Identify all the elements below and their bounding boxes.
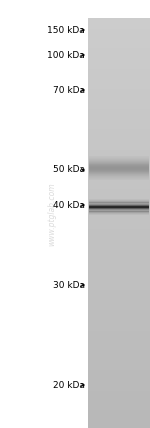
Text: 30 kDa: 30 kDa [53,280,85,289]
Text: 100 kDa: 100 kDa [47,51,85,59]
Text: 40 kDa: 40 kDa [53,200,85,209]
Text: 150 kDa: 150 kDa [47,26,85,35]
Text: www.ptglab.com: www.ptglab.com [48,182,57,246]
Text: 70 kDa: 70 kDa [53,86,85,95]
Text: 50 kDa: 50 kDa [53,166,85,175]
Text: 20 kDa: 20 kDa [53,380,85,389]
